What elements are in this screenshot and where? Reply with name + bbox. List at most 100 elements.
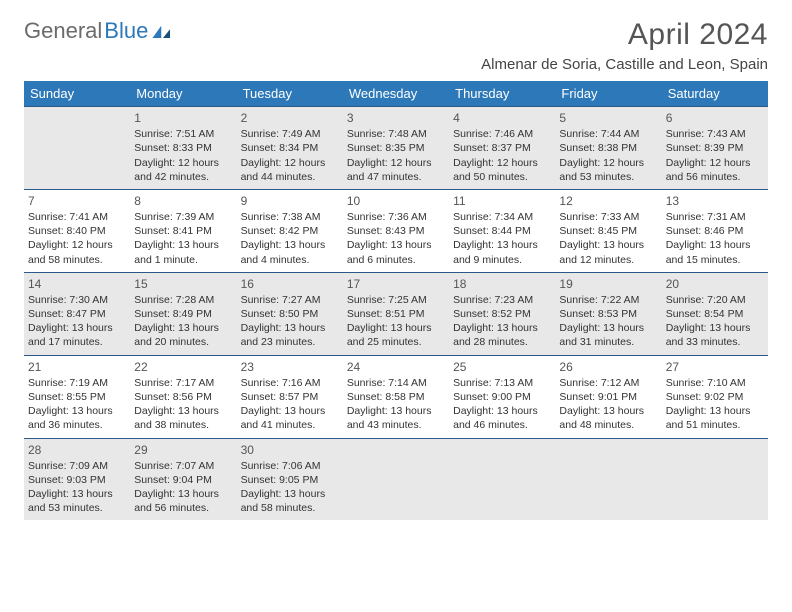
calendar-day: 28Sunrise: 7:09 AMSunset: 9:03 PMDayligh… [24, 438, 130, 520]
title-block: April 2024 Almenar de Soria, Castille an… [481, 18, 768, 73]
brand-part2: Blue [104, 18, 148, 44]
calendar-day: 4Sunrise: 7:46 AMSunset: 8:37 PMDaylight… [449, 107, 555, 190]
daylight-text: and 9 minutes. [453, 253, 551, 267]
daylight-text: and 56 minutes. [134, 501, 232, 515]
calendar-day: 3Sunrise: 7:48 AMSunset: 8:35 PMDaylight… [343, 107, 449, 190]
sunrise-text: Sunrise: 7:31 AM [666, 210, 764, 224]
sunrise-text: Sunrise: 7:16 AM [241, 376, 339, 390]
calendar-day: 29Sunrise: 7:07 AMSunset: 9:04 PMDayligh… [130, 438, 236, 520]
sunset-text: Sunset: 9:02 PM [666, 390, 764, 404]
day-number: 6 [666, 110, 764, 126]
header: GeneralBlue April 2024 Almenar de Soria,… [24, 18, 768, 73]
daylight-text: Daylight: 13 hours [134, 321, 232, 335]
sunrise-text: Sunrise: 7:46 AM [453, 127, 551, 141]
daylight-text: and 42 minutes. [134, 170, 232, 184]
daylight-text: and 15 minutes. [666, 253, 764, 267]
calendar-day-empty [449, 438, 555, 520]
brand-part1: General [24, 18, 102, 44]
daylight-text: Daylight: 12 hours [134, 156, 232, 170]
sunset-text: Sunset: 8:47 PM [28, 307, 126, 321]
sunset-text: Sunset: 8:58 PM [347, 390, 445, 404]
day-number: 2 [241, 110, 339, 126]
sunrise-text: Sunrise: 7:06 AM [241, 459, 339, 473]
calendar-day: 7Sunrise: 7:41 AMSunset: 8:40 PMDaylight… [24, 189, 130, 272]
day-number: 1 [134, 110, 232, 126]
daylight-text: Daylight: 13 hours [241, 238, 339, 252]
calendar-day: 21Sunrise: 7:19 AMSunset: 8:55 PMDayligh… [24, 355, 130, 438]
daylight-text: and 25 minutes. [347, 335, 445, 349]
day-number: 15 [134, 276, 232, 292]
sunset-text: Sunset: 9:05 PM [241, 473, 339, 487]
day-number: 4 [453, 110, 551, 126]
daylight-text: and 51 minutes. [666, 418, 764, 432]
daylight-text: Daylight: 13 hours [241, 487, 339, 501]
calendar-week: 7Sunrise: 7:41 AMSunset: 8:40 PMDaylight… [24, 189, 768, 272]
calendar-day: 10Sunrise: 7:36 AMSunset: 8:43 PMDayligh… [343, 189, 449, 272]
calendar-day: 16Sunrise: 7:27 AMSunset: 8:50 PMDayligh… [237, 272, 343, 355]
location-label: Almenar de Soria, Castille and Leon, Spa… [481, 56, 768, 73]
daylight-text: Daylight: 13 hours [453, 404, 551, 418]
daylight-text: and 53 minutes. [559, 170, 657, 184]
daylight-text: Daylight: 13 hours [28, 404, 126, 418]
day-number: 21 [28, 359, 126, 375]
day-number: 12 [559, 193, 657, 209]
calendar-day: 18Sunrise: 7:23 AMSunset: 8:52 PMDayligh… [449, 272, 555, 355]
daylight-text: Daylight: 12 hours [241, 156, 339, 170]
calendar-day-empty [555, 438, 661, 520]
sunrise-text: Sunrise: 7:39 AM [134, 210, 232, 224]
day-number: 26 [559, 359, 657, 375]
calendar-day: 9Sunrise: 7:38 AMSunset: 8:42 PMDaylight… [237, 189, 343, 272]
daylight-text: Daylight: 12 hours [453, 156, 551, 170]
daylight-text: Daylight: 13 hours [453, 238, 551, 252]
daylight-text: and 47 minutes. [347, 170, 445, 184]
day-header: Sunday [24, 81, 130, 107]
daylight-text: and 43 minutes. [347, 418, 445, 432]
sunrise-text: Sunrise: 7:44 AM [559, 127, 657, 141]
daylight-text: Daylight: 13 hours [559, 404, 657, 418]
calendar-day: 27Sunrise: 7:10 AMSunset: 9:02 PMDayligh… [662, 355, 768, 438]
day-number: 16 [241, 276, 339, 292]
daylight-text: Daylight: 13 hours [134, 238, 232, 252]
calendar-day: 23Sunrise: 7:16 AMSunset: 8:57 PMDayligh… [237, 355, 343, 438]
sunset-text: Sunset: 8:44 PM [453, 224, 551, 238]
daylight-text: and 1 minute. [134, 253, 232, 267]
day-number: 13 [666, 193, 764, 209]
sunrise-text: Sunrise: 7:43 AM [666, 127, 764, 141]
sunrise-text: Sunrise: 7:22 AM [559, 293, 657, 307]
sunset-text: Sunset: 8:43 PM [347, 224, 445, 238]
daylight-text: Daylight: 13 hours [28, 321, 126, 335]
daylight-text: Daylight: 12 hours [347, 156, 445, 170]
daylight-text: Daylight: 13 hours [666, 238, 764, 252]
daylight-text: and 33 minutes. [666, 335, 764, 349]
logo-sail-icon [152, 24, 174, 38]
daylight-text: and 41 minutes. [241, 418, 339, 432]
day-number: 8 [134, 193, 232, 209]
calendar-day: 24Sunrise: 7:14 AMSunset: 8:58 PMDayligh… [343, 355, 449, 438]
sunrise-text: Sunrise: 7:19 AM [28, 376, 126, 390]
sunrise-text: Sunrise: 7:48 AM [347, 127, 445, 141]
daylight-text: and 58 minutes. [241, 501, 339, 515]
sunset-text: Sunset: 9:04 PM [134, 473, 232, 487]
daylight-text: Daylight: 12 hours [666, 156, 764, 170]
sunrise-text: Sunrise: 7:34 AM [453, 210, 551, 224]
sunrise-text: Sunrise: 7:25 AM [347, 293, 445, 307]
sunrise-text: Sunrise: 7:41 AM [28, 210, 126, 224]
sunset-text: Sunset: 8:57 PM [241, 390, 339, 404]
daylight-text: Daylight: 13 hours [666, 404, 764, 418]
calendar-day: 30Sunrise: 7:06 AMSunset: 9:05 PMDayligh… [237, 438, 343, 520]
calendar-week: 28Sunrise: 7:09 AMSunset: 9:03 PMDayligh… [24, 438, 768, 520]
day-number: 3 [347, 110, 445, 126]
calendar-day-empty [343, 438, 449, 520]
daylight-text: and 46 minutes. [453, 418, 551, 432]
calendar-day: 1Sunrise: 7:51 AMSunset: 8:33 PMDaylight… [130, 107, 236, 190]
sunset-text: Sunset: 8:55 PM [28, 390, 126, 404]
sunset-text: Sunset: 8:51 PM [347, 307, 445, 321]
calendar-day: 12Sunrise: 7:33 AMSunset: 8:45 PMDayligh… [555, 189, 661, 272]
day-header: Tuesday [237, 81, 343, 107]
calendar-head: SundayMondayTuesdayWednesdayThursdayFrid… [24, 81, 768, 107]
daylight-text: and 38 minutes. [134, 418, 232, 432]
sunrise-text: Sunrise: 7:51 AM [134, 127, 232, 141]
day-number: 7 [28, 193, 126, 209]
calendar-day: 14Sunrise: 7:30 AMSunset: 8:47 PMDayligh… [24, 272, 130, 355]
day-number: 14 [28, 276, 126, 292]
